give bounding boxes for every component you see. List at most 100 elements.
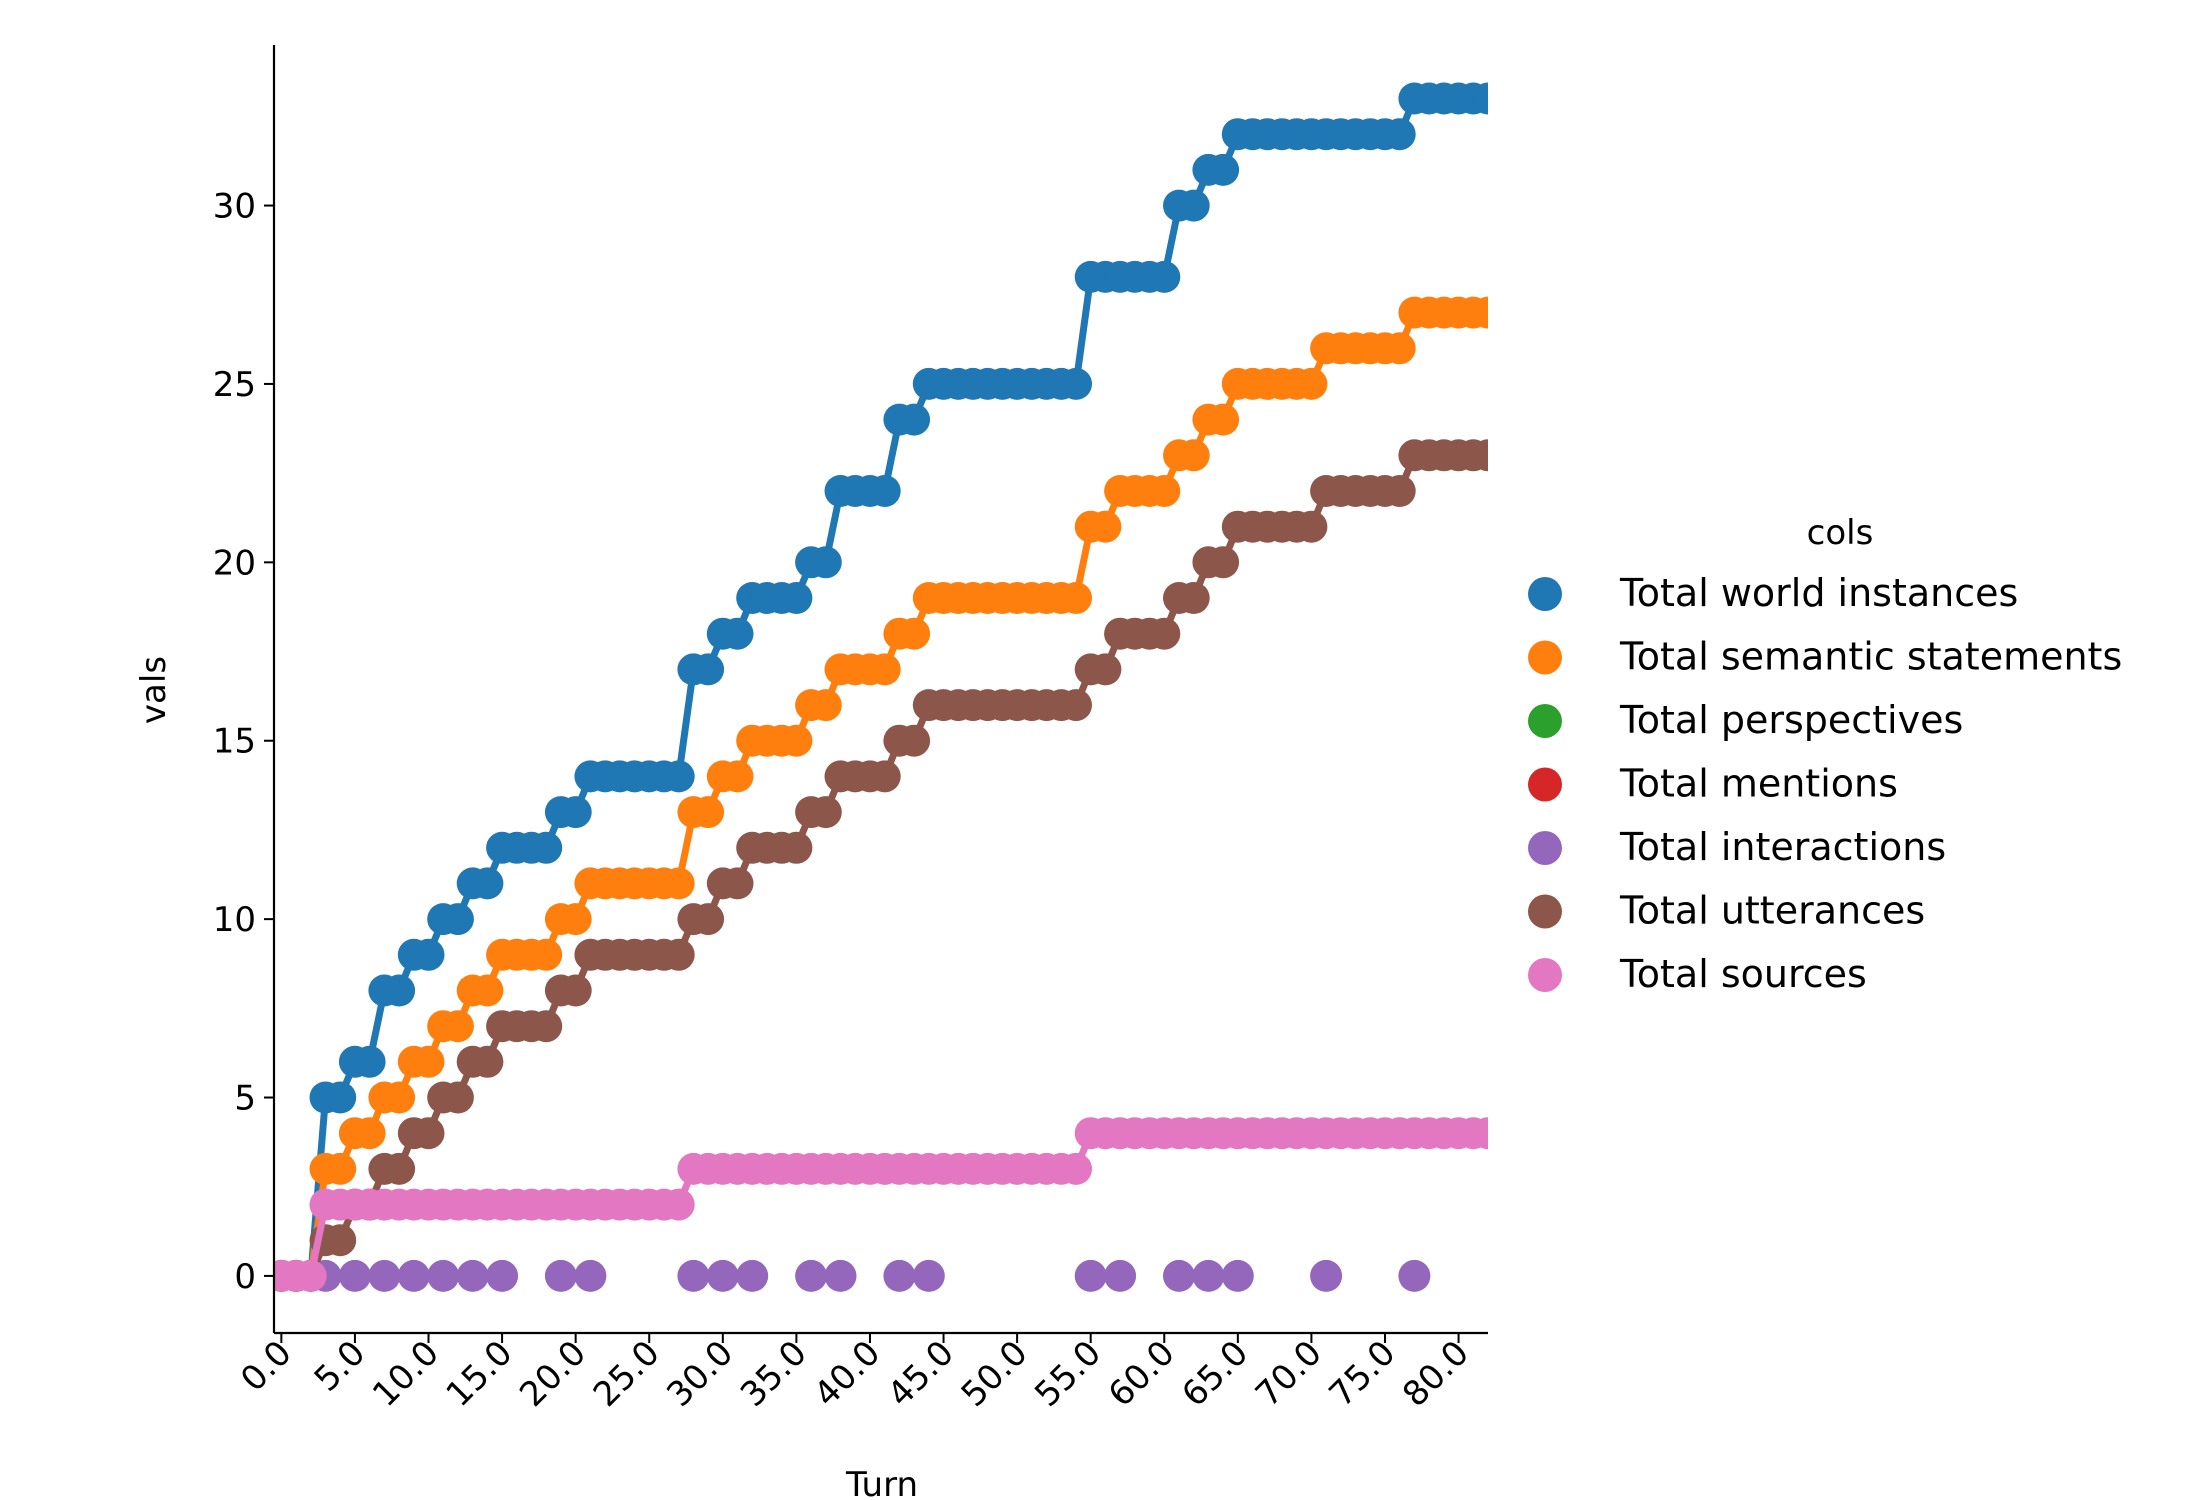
x-tick-label: 0.0 bbox=[233, 1333, 300, 1400]
data-point bbox=[692, 653, 725, 686]
data-point bbox=[1207, 153, 1240, 186]
data-point bbox=[1148, 260, 1181, 293]
x-tick-label: 45.0 bbox=[880, 1333, 962, 1415]
data-point bbox=[412, 1045, 445, 1078]
x-tick-label: 5.0 bbox=[307, 1333, 374, 1400]
data-point bbox=[780, 582, 813, 614]
legend-item-total-utterances: Total utterances bbox=[1528, 889, 1925, 933]
data-point bbox=[1177, 439, 1210, 472]
y-tick-label: 10 bbox=[213, 900, 256, 940]
data-point bbox=[780, 831, 813, 864]
data-point bbox=[1060, 367, 1092, 400]
plot-area bbox=[274, 82, 1488, 1292]
data-point bbox=[662, 1188, 695, 1221]
data-point bbox=[1177, 189, 1210, 222]
data-point bbox=[1207, 403, 1240, 436]
data-point bbox=[1104, 1259, 1137, 1292]
legend: cols Total world instances Total semantic… bbox=[1528, 513, 2122, 996]
data-point bbox=[1383, 118, 1416, 151]
data-point bbox=[868, 475, 901, 507]
data-point bbox=[898, 617, 931, 650]
y-tick-label: 0 bbox=[234, 1257, 256, 1297]
data-point bbox=[883, 1259, 916, 1292]
data-point bbox=[574, 1259, 607, 1292]
data-point bbox=[736, 1259, 769, 1292]
legend-item-total-world-instances: Total world instances bbox=[1528, 571, 2018, 615]
data-point bbox=[383, 1081, 416, 1114]
x-tick-label: 70.0 bbox=[1248, 1333, 1330, 1415]
x-tick-label: 20.0 bbox=[512, 1333, 594, 1415]
data-point bbox=[868, 653, 901, 686]
data-point bbox=[353, 1045, 386, 1078]
legend-marker bbox=[1528, 640, 1562, 675]
y-tick-label: 30 bbox=[213, 187, 256, 227]
data-point bbox=[721, 760, 754, 793]
data-point bbox=[898, 724, 931, 757]
data-point bbox=[1472, 82, 1488, 115]
data-point bbox=[1177, 582, 1210, 614]
data-point bbox=[809, 546, 842, 579]
data-point bbox=[662, 760, 695, 793]
legend-label: Total semantic statements bbox=[1619, 635, 2122, 679]
data-point bbox=[1383, 475, 1416, 507]
data-point bbox=[795, 1259, 828, 1292]
data-point bbox=[441, 1010, 474, 1043]
data-point bbox=[1310, 1259, 1343, 1292]
data-point bbox=[692, 796, 725, 829]
x-tick-label: 75.0 bbox=[1322, 1333, 1404, 1415]
data-point bbox=[1295, 367, 1328, 400]
data-point bbox=[412, 1117, 445, 1150]
x-tick-label: 50.0 bbox=[954, 1333, 1036, 1415]
data-point bbox=[294, 1259, 327, 1292]
series-total-world-instances bbox=[274, 82, 1488, 1292]
legend-marker bbox=[1528, 577, 1562, 611]
data-point bbox=[721, 867, 754, 900]
x-tick-label: 15.0 bbox=[439, 1333, 521, 1415]
legend-marker bbox=[1528, 958, 1562, 992]
data-point bbox=[868, 760, 901, 793]
data-point bbox=[486, 1259, 519, 1292]
data-point bbox=[383, 1152, 416, 1185]
data-point bbox=[544, 1259, 577, 1292]
data-point bbox=[780, 724, 813, 757]
data-point bbox=[1472, 439, 1488, 472]
data-point bbox=[324, 1152, 357, 1185]
data-point bbox=[662, 867, 695, 900]
data-point bbox=[324, 1081, 357, 1114]
data-point bbox=[692, 903, 725, 936]
y-tick-label: 25 bbox=[213, 365, 256, 405]
series-total-semantic-statements bbox=[274, 296, 1488, 1292]
legend-item-total-perspectives: Total perspectives bbox=[1528, 698, 1963, 742]
data-point bbox=[383, 974, 416, 1007]
data-point bbox=[677, 1259, 710, 1292]
data-point bbox=[1060, 582, 1092, 614]
data-point bbox=[1472, 296, 1488, 329]
legend-label: Total world instances bbox=[1619, 571, 2018, 615]
y-tick-label: 20 bbox=[213, 543, 256, 583]
x-tick-label: 40.0 bbox=[807, 1333, 889, 1415]
data-point bbox=[559, 796, 592, 829]
legend-item-total-semantic-statements: Total semantic statements bbox=[1528, 635, 2122, 679]
data-point bbox=[1089, 510, 1122, 543]
data-point bbox=[721, 617, 754, 650]
data-point bbox=[1383, 332, 1416, 365]
x-axis-label: Turn bbox=[845, 1465, 918, 1500]
data-point bbox=[706, 1259, 739, 1292]
x-tick-label: 10.0 bbox=[365, 1333, 447, 1415]
x-tick-label: 55.0 bbox=[1027, 1333, 1109, 1415]
data-point bbox=[809, 689, 842, 722]
legend-title: cols bbox=[1807, 513, 1874, 553]
data-point bbox=[1060, 689, 1092, 722]
x-tick-label: 35.0 bbox=[733, 1333, 815, 1415]
legend-marker bbox=[1528, 894, 1562, 929]
data-point bbox=[353, 1117, 386, 1150]
data-point bbox=[1295, 510, 1328, 543]
x-tick-label: 30.0 bbox=[659, 1333, 741, 1415]
data-point bbox=[427, 1259, 460, 1292]
data-point bbox=[324, 1224, 357, 1257]
data-point bbox=[441, 1081, 474, 1114]
data-point bbox=[912, 1259, 945, 1292]
data-point bbox=[1398, 1259, 1431, 1292]
legend-marker bbox=[1528, 831, 1562, 865]
